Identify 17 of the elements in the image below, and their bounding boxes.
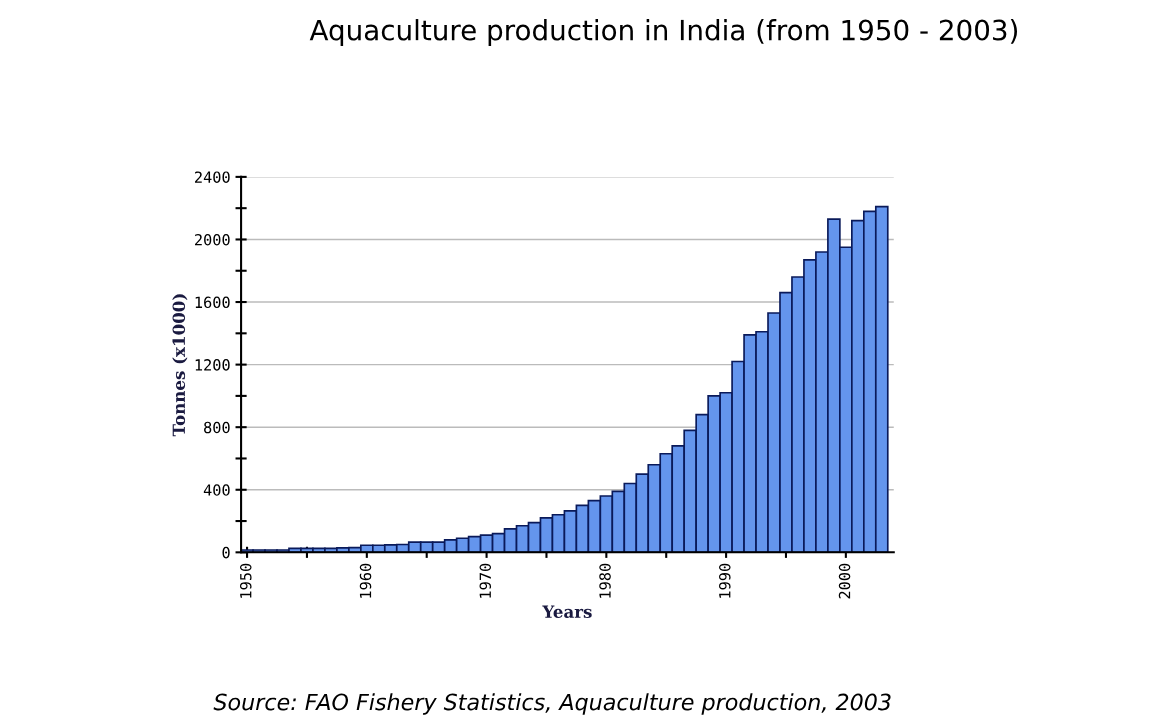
x-tick-label: 1960 bbox=[359, 563, 372, 598]
source-note: Source: FAO Fishery Statistics, Aquaculture production, 2003 bbox=[213, 693, 891, 715]
x-axis-title: Years bbox=[542, 605, 592, 618]
x-tick-label: 1990 bbox=[719, 563, 731, 598]
x-tick-label: 2000 bbox=[838, 563, 851, 599]
y-tick-label: 400 bbox=[203, 484, 230, 496]
x-tick-label: 1970 bbox=[479, 563, 492, 598]
y-tick-label: 1200 bbox=[195, 359, 230, 371]
y-tick-label: 2000 bbox=[195, 233, 230, 246]
y-tick-label: 800 bbox=[204, 421, 230, 434]
x-tick-label: 1950 bbox=[239, 563, 252, 598]
chart-title: Aquaculture production in India (from 1950 - 2003) bbox=[309, 19, 1018, 46]
y-axis-title: Tonnes (x1000) bbox=[172, 294, 188, 437]
y-tick-label: 1600 bbox=[195, 296, 230, 309]
y-tick-label: 0 bbox=[222, 546, 230, 559]
x-tick-label: 1980 bbox=[599, 563, 611, 598]
y-tick-label: 2400 bbox=[195, 171, 230, 183]
